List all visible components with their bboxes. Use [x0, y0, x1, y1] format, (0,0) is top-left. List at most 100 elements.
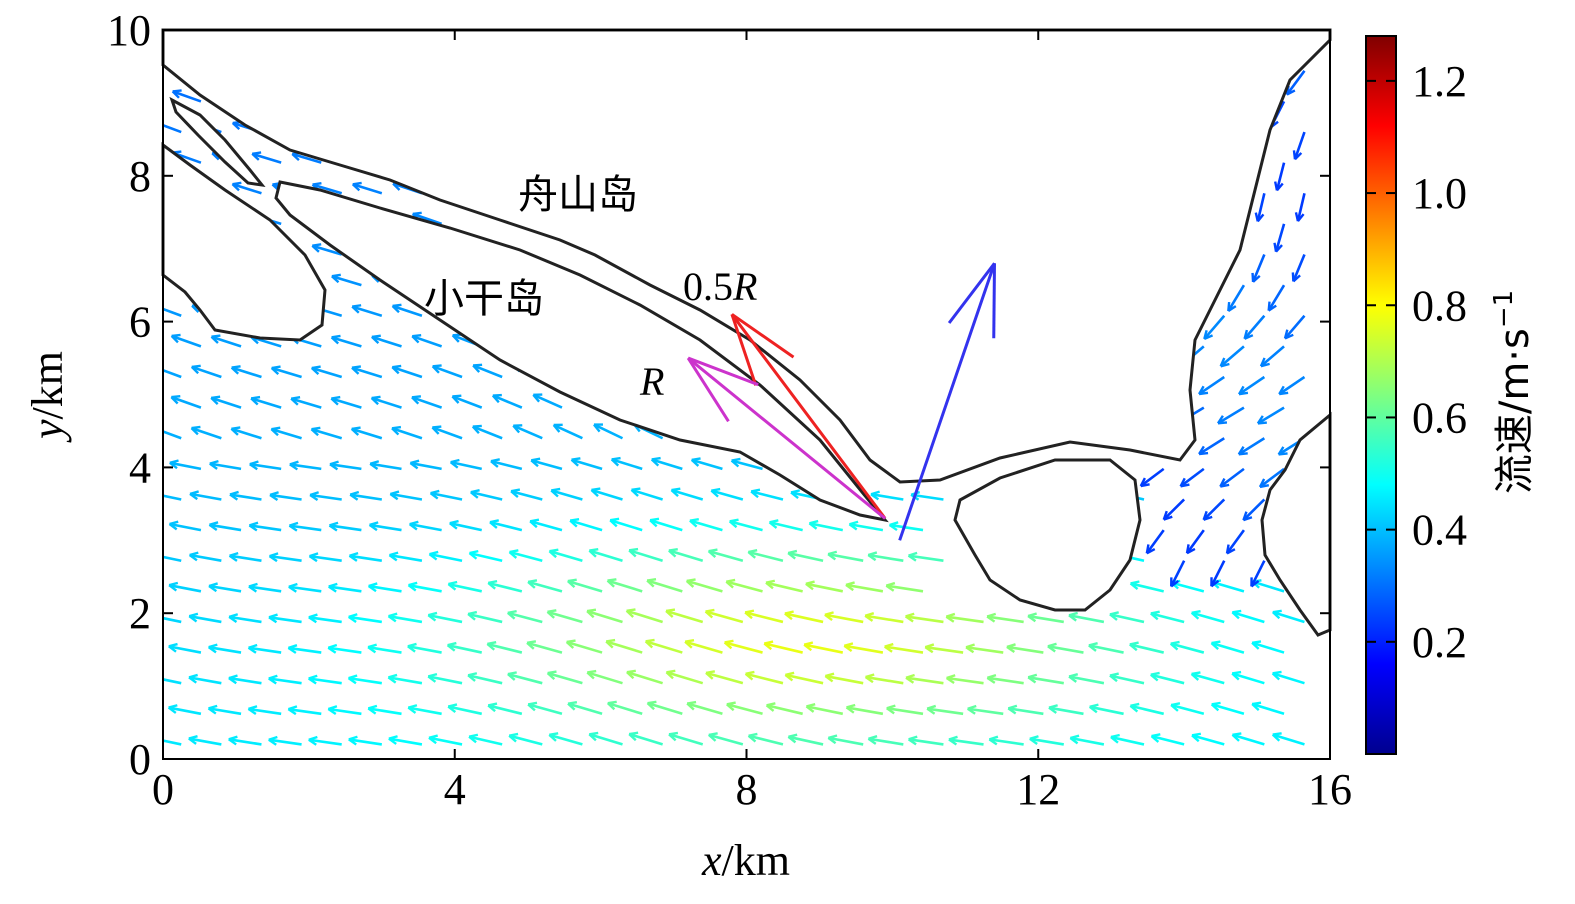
flow-vector	[1294, 192, 1306, 222]
y-axis: 0 2 4 6 8 10	[107, 6, 1330, 784]
flow-vector	[1219, 345, 1245, 368]
flow-vector	[546, 670, 583, 685]
flow-vector	[449, 458, 483, 471]
flow-vector	[447, 703, 483, 716]
flow-vector	[1185, 529, 1205, 555]
flow-vector	[787, 733, 824, 746]
flow-vector	[167, 704, 202, 716]
flow-vector	[744, 609, 784, 624]
flow-vector	[1048, 704, 1084, 716]
flow-vector	[1227, 284, 1246, 313]
flow-vector	[447, 580, 483, 593]
flow-vector	[886, 704, 924, 716]
flow-vector	[349, 490, 383, 501]
flow-vector	[391, 425, 423, 440]
flow-vector	[487, 702, 523, 716]
flow-vector	[170, 394, 202, 409]
flow-vector	[588, 548, 623, 562]
annotation-half-r: 0.5R	[683, 264, 757, 309]
flow-vector	[208, 521, 242, 532]
flow-vector	[1292, 131, 1306, 161]
annotation-r: R	[639, 359, 664, 404]
flow-vector	[487, 579, 523, 593]
flow-vector	[163, 616, 182, 624]
flow-vector	[351, 304, 383, 318]
flow-vector	[723, 639, 763, 654]
flow-vector	[207, 643, 242, 654]
flow-vector	[288, 582, 322, 593]
flow-vector	[1272, 609, 1305, 624]
flow-vector	[550, 487, 583, 501]
flow-vector	[668, 547, 704, 562]
flow-vector	[1109, 672, 1145, 685]
flow-vector	[208, 582, 242, 593]
flow-vector	[1254, 192, 1266, 223]
flow-vector	[1251, 701, 1285, 716]
x-tick-label: 16	[1308, 765, 1352, 814]
flow-vector	[606, 578, 643, 593]
highlight-vectors	[686, 262, 996, 541]
colorbar	[1365, 35, 1397, 755]
flow-vector	[705, 670, 744, 685]
flow-vector	[188, 612, 222, 624]
flow-vector	[471, 424, 503, 440]
flow-vector	[848, 520, 884, 532]
flow-vector	[230, 426, 262, 440]
flow-vector	[309, 491, 342, 502]
flow-vector	[1068, 611, 1105, 624]
flow-vector	[1129, 580, 1165, 593]
flow-vector	[1007, 704, 1044, 716]
flow-vector	[644, 638, 683, 654]
flow-vector	[512, 424, 543, 440]
flow-vector	[209, 459, 242, 471]
flow-vector	[707, 732, 744, 746]
flow-vector	[805, 580, 844, 593]
flow-vector	[468, 549, 503, 562]
flow-vector	[843, 642, 884, 654]
flow-vector	[649, 517, 683, 532]
flow-vector	[1242, 498, 1266, 522]
flow-vector	[248, 582, 282, 593]
flow-vector	[586, 608, 623, 624]
flow-vector	[726, 701, 763, 716]
flow-vector	[1190, 671, 1225, 685]
flow-vector	[1243, 314, 1266, 340]
flow-vector	[327, 705, 362, 716]
flow-vector	[646, 577, 683, 593]
flow-vector	[967, 704, 1004, 716]
island-label-zhoushan: 舟山岛	[518, 172, 638, 218]
flow-vector	[310, 426, 343, 440]
flow-vector	[407, 581, 442, 593]
flow-vector	[171, 89, 202, 103]
flow-vector	[590, 487, 623, 501]
flow-vector	[367, 582, 402, 593]
flow-vector	[169, 459, 202, 471]
flow-vector	[907, 551, 944, 562]
flow-vector	[170, 333, 202, 348]
flow-vector	[229, 490, 262, 501]
flow-vector	[1237, 437, 1266, 456]
flow-vector	[268, 674, 302, 685]
flow-vector	[1139, 467, 1165, 488]
flow-vector	[370, 395, 402, 409]
flow-vector	[787, 549, 824, 562]
flow-vector	[228, 735, 262, 746]
flow-vector	[1027, 612, 1064, 624]
flow-vector	[407, 642, 442, 654]
flow-vector	[567, 701, 603, 716]
flow-vector	[268, 613, 302, 624]
flow-vector	[730, 457, 763, 471]
flow-vector	[1129, 641, 1165, 654]
flow-vector	[507, 671, 543, 685]
flow-vector	[824, 611, 864, 624]
y-tick-label: 2	[129, 589, 151, 638]
flow-vector	[650, 456, 683, 471]
flow-vector	[367, 643, 402, 654]
flow-vector	[388, 735, 423, 746]
colorbar-ticks: 0.2 0.4 0.6 0.8 1.0 1.2	[1366, 57, 1467, 667]
x-tick-label: 4	[444, 765, 466, 814]
flow-vector	[1219, 467, 1245, 488]
flow-vector	[331, 273, 362, 287]
zhoushan-island	[161, 28, 1332, 484]
flow-vector	[1047, 642, 1084, 654]
